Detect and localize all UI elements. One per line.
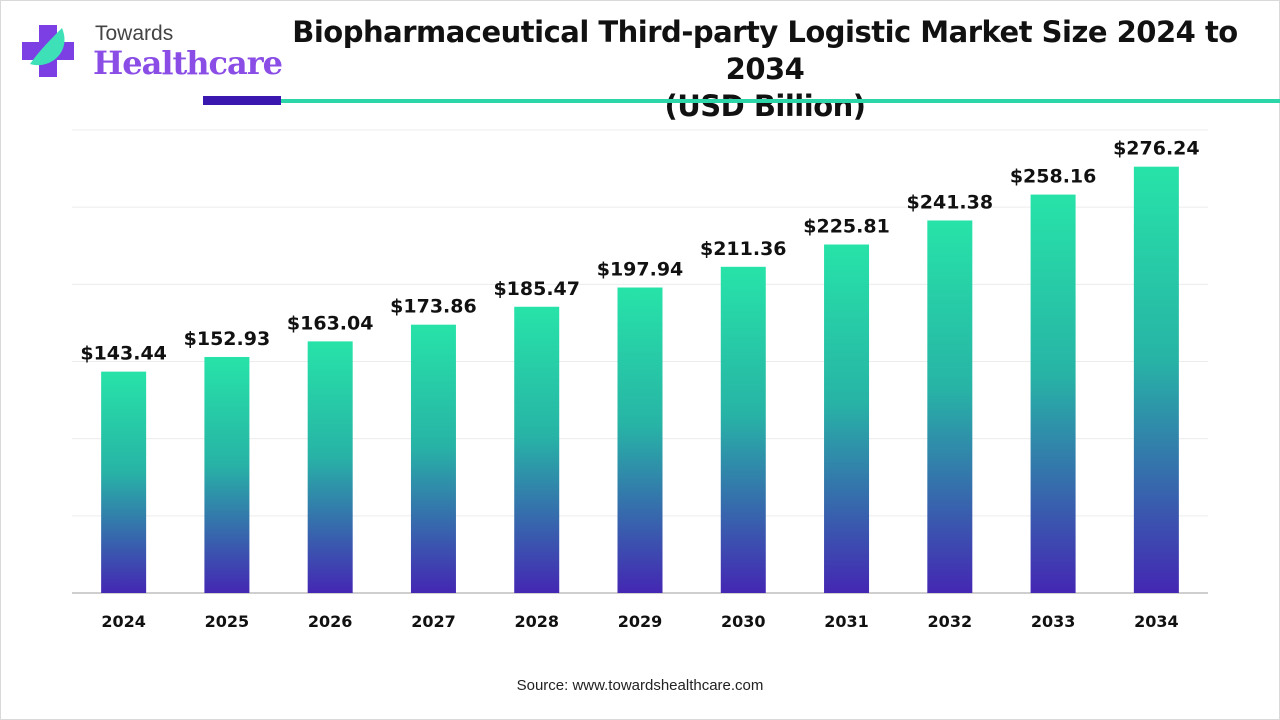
bar-2034: [1133, 166, 1179, 593]
title-line-1: Biopharmaceutical Third-party Logistic M…: [292, 15, 1238, 86]
x-tick-2030: 2030: [721, 612, 766, 631]
logo: Towards Healthcare: [20, 22, 283, 82]
bar-2030: [720, 266, 766, 593]
data-label-2025: $152.93: [184, 328, 271, 350]
data-label-2031: $225.81: [803, 215, 890, 237]
bar-2025: [204, 356, 250, 593]
title-underline: [281, 99, 1280, 103]
bar-2031: [824, 244, 870, 594]
data-label-2027: $173.86: [390, 296, 477, 318]
x-tick-2031: 2031: [824, 612, 869, 631]
data-label-2030: $211.36: [700, 238, 787, 260]
data-label-2024: $143.44: [80, 343, 167, 365]
bar-2029: [617, 287, 663, 593]
data-label-2034: $276.24: [1113, 138, 1200, 160]
bar-2033: [1030, 194, 1076, 593]
x-tick-2027: 2027: [411, 612, 456, 631]
medical-cross-leaf-icon: [22, 25, 74, 77]
data-label-2028: $185.47: [493, 278, 580, 300]
x-tick-2028: 2028: [514, 612, 559, 631]
x-tick-2026: 2026: [308, 612, 353, 631]
bar-2026: [307, 341, 353, 593]
x-tick-2024: 2024: [101, 612, 146, 631]
x-tick-2033: 2033: [1031, 612, 1076, 631]
data-label-2026: $163.04: [287, 312, 374, 334]
x-tick-2029: 2029: [618, 612, 663, 631]
title-underline-accent: [203, 96, 281, 105]
bar-2024: [101, 371, 147, 593]
data-label-2029: $197.94: [597, 259, 684, 281]
x-tick-2025: 2025: [205, 612, 250, 631]
title-line-2: (USD Billion): [664, 89, 866, 123]
bar-2028: [514, 306, 560, 593]
bar-2032: [927, 220, 973, 593]
chart-title: Biopharmaceutical Third-party Logistic M…: [290, 14, 1240, 125]
logo-text-towards: Towards: [95, 22, 174, 45]
bar-2027: [410, 324, 456, 593]
data-label-2032: $241.38: [907, 191, 994, 213]
x-tick-2034: 2034: [1134, 612, 1179, 631]
data-label-2033: $258.16: [1010, 166, 1097, 188]
x-tick-2032: 2032: [928, 612, 973, 631]
source-note: Source: www.towardshealthcare.com: [516, 677, 764, 694]
logo-text-healthcare: Healthcare: [93, 44, 283, 82]
